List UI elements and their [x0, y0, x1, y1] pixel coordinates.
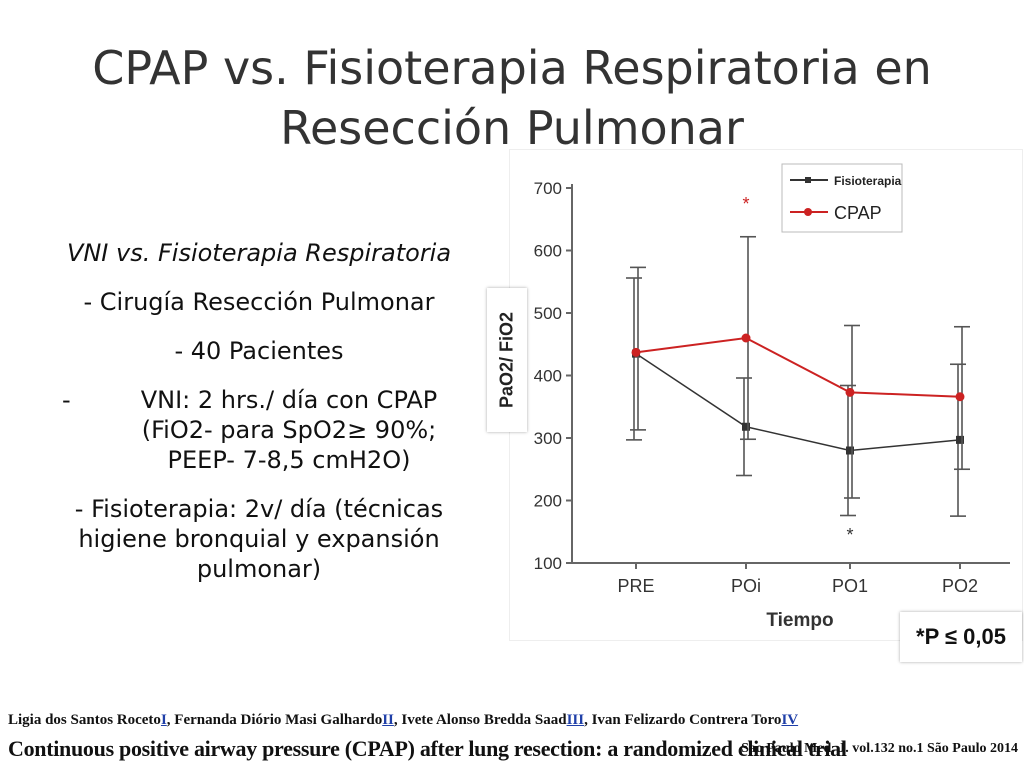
chart-panel: 100 200 300 400 500 600 700 PRE POi PO1 PO2 Tiempo *…: [510, 150, 1022, 640]
bullet-item-surgery: - Cirugía Resección Pulmonar: [83, 288, 435, 316]
legend-label-fisioterapia: Fisioterapia: [834, 174, 902, 188]
legend-marker-cpap: [804, 208, 812, 216]
data-point-fisioterapia: [742, 422, 750, 431]
data-point-cpap: [955, 392, 965, 402]
x-tick-label: POi: [731, 576, 761, 596]
y-tick-label: 200: [534, 492, 562, 511]
y-tick-label: 700: [534, 179, 562, 198]
slide-title-line2: Resección Pulmonar: [280, 101, 744, 155]
slide-title: CPAP vs. Fisioterapia Respiratoria en Re…: [0, 38, 1024, 158]
slide-title-line1: CPAP vs. Fisioterapia Respiratoria en: [92, 41, 932, 95]
author-affiliation-link[interactable]: IV: [781, 712, 799, 728]
data-point-cpap: [741, 333, 751, 343]
y-tick-label: 600: [534, 242, 562, 261]
bullet-list: VNI vs. Fisioterapia Respiratoria - Ciru…: [28, 238, 490, 603]
bullet-vni-line3: PEEP- 7-8,5 cmH2O): [167, 446, 411, 474]
legend-box: [781, 163, 903, 233]
bullet-item-physio: - Fisioterapia: 2v/ día (técnicas higien…: [28, 494, 490, 584]
significance-asterisk: *: [742, 194, 749, 214]
author-name: , Fernanda Diório Masi Galhardo: [166, 712, 383, 728]
series-line-fisioterapia: [635, 353, 961, 452]
series-line-cpap: [635, 336, 961, 398]
bullet-vni-line1: VNI: 2 hrs./ día con CPAP: [140, 386, 438, 414]
data-point-cpap: [845, 387, 855, 397]
x-tick-label: PO2: [942, 576, 978, 596]
author-name: , Ivete Alonso Bredda Saad: [393, 712, 567, 728]
x-axis-label: Tiempo: [766, 610, 833, 631]
data-point-fisioterapia: [846, 446, 854, 455]
data-point-fisioterapia: [956, 435, 964, 444]
author-affiliation-link[interactable]: III: [566, 712, 585, 728]
author-name: , Ivan Felizardo Contrera Toro: [584, 712, 782, 728]
significance-asterisk: *: [846, 525, 853, 545]
bullet-physio-line2: higiene bronquial y expansión: [78, 525, 440, 553]
significance-note: *P ≤ 0,05: [900, 612, 1022, 662]
bullet-item-vni: - VNI: 2 hrs./ día con CPAP (FiO2- para …: [28, 385, 490, 475]
legend-marker-fisioterapia: [805, 177, 811, 183]
data-point-cpap: [631, 347, 641, 357]
author-affiliation-link[interactable]: II: [382, 712, 394, 728]
y-tick-label: 500: [534, 304, 562, 323]
footer-authors: Ligia dos Santos RocetoI, Fernanda Dióri…: [8, 712, 798, 729]
y-axis-label-box: PaO2/ FiO2: [487, 288, 527, 432]
author-name: Ligia dos Santos Roceto: [8, 712, 161, 728]
y-tick-label: 300: [534, 429, 562, 448]
bullet-dash: -: [62, 386, 71, 414]
bullet-item-patients: - 40 Pacientes: [174, 337, 344, 365]
x-tick-label: PRE: [617, 576, 654, 596]
bullet-physio-line3: pulmonar): [196, 555, 322, 583]
footer-journal: Sao Paulo Med. J. vol.132 no.1 São Paulo…: [741, 741, 1018, 756]
x-tick-label: PO1: [832, 576, 868, 596]
author-affiliation-link[interactable]: I: [160, 712, 167, 728]
bullet-heading: VNI vs. Fisioterapia Respiratoria: [66, 239, 452, 267]
footer-paper-title: Continuous positive airway pressure (CPA…: [8, 736, 847, 761]
y-axis-label: PaO2/ FiO2: [496, 311, 517, 409]
chart-svg: 100 200 300 400 500 600 700 PRE POi PO1 PO2 Tiempo *…: [534, 163, 1010, 631]
y-tick-label: 400: [534, 367, 562, 386]
legend-label-cpap: CPAP: [834, 203, 882, 223]
bullet-physio-line1: - Fisioterapia: 2v/ día (técnicas: [74, 495, 444, 523]
bullet-vni-line2: (FiO2- para SpO2≥ 90%;: [141, 416, 437, 444]
y-tick-label: 100: [534, 554, 562, 573]
